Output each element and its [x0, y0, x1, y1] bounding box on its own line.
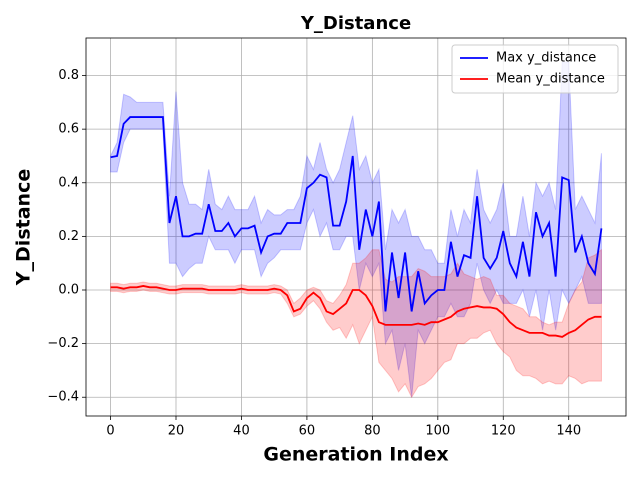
y-tick-label: 0.8: [58, 68, 79, 83]
legend-label: Max y_distance: [496, 51, 596, 66]
y-tick-label: 0.4: [58, 175, 79, 190]
x-tick-label: 20: [168, 424, 185, 439]
line: [110, 285, 602, 338]
x-tick-label: 40: [233, 424, 250, 439]
x-tick-label: 120: [491, 424, 516, 439]
y-tick-label: 0.0: [58, 283, 79, 298]
line: [110, 116, 603, 312]
band: [110, 248, 602, 399]
plot-frame: [85, 37, 627, 417]
x-tick-label: 80: [364, 424, 381, 439]
legend-label: Mean y_distance: [496, 72, 605, 87]
legend-box: [451, 44, 619, 94]
legend: Max y_distance Mean y_distance: [451, 44, 619, 94]
x-tick-label: 0: [106, 424, 114, 439]
y-tick-label: 0.6: [58, 122, 79, 137]
x-tick-label: 100: [425, 424, 450, 439]
y-axis-label: Y_Distance: [13, 169, 35, 286]
y-tick-label: −0.4: [47, 390, 79, 405]
x-axis-label: Generation Index: [263, 444, 448, 466]
y-tick-label: 0.2: [58, 229, 79, 244]
chart-title: Y_Distance: [300, 13, 411, 34]
x-tick-label: 140: [556, 424, 581, 439]
x-tick-label: 60: [299, 424, 316, 439]
y-tick-label: −0.2: [47, 336, 79, 351]
band: [110, 61, 602, 398]
